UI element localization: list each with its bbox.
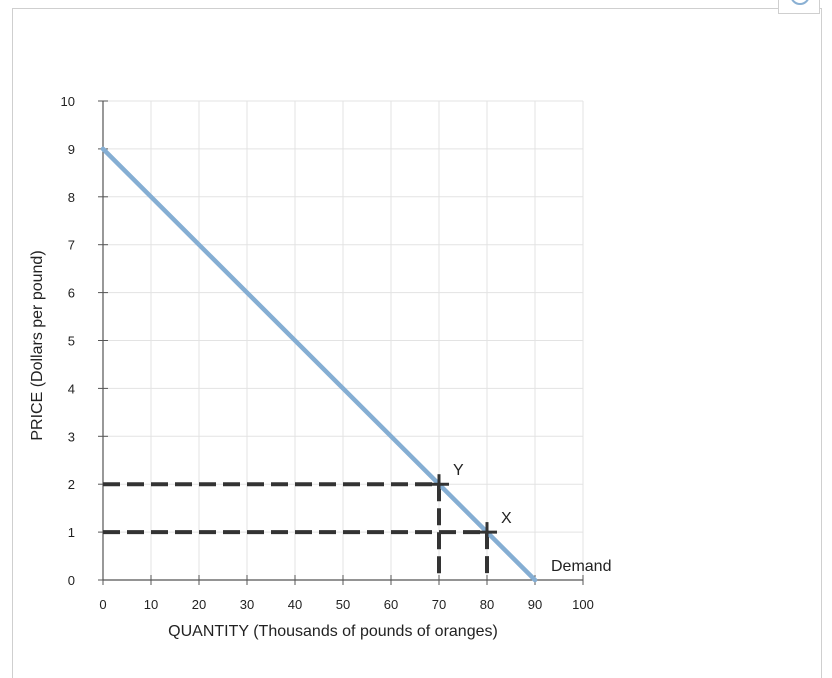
chart-panel (12, 0, 822, 678)
x-tick-label-40: 40 (288, 597, 302, 612)
x-tick-label-90: 90 (528, 597, 542, 612)
x-tick-label-100: 100 (572, 597, 594, 612)
x-tick-label-10: 10 (144, 597, 158, 612)
point-Y[interactable]: Y (429, 462, 464, 495)
y-tick-label-3: 3 (68, 429, 75, 444)
x-tick-label-60: 60 (384, 597, 398, 612)
x-axis-title: QUANTITY (Thousands of pounds of oranges… (168, 623, 498, 640)
y-tick-label-7: 7 (68, 238, 75, 253)
x-tick-label-0: 0 (99, 597, 106, 612)
demand-label: Demand (551, 558, 611, 575)
series: Demand (100, 146, 611, 583)
y-axis-title: PRICE (Dollars per pound) (29, 250, 46, 440)
points[interactable]: YX (429, 462, 512, 543)
point-label-Y: Y (453, 462, 464, 479)
y-axis-ticks: 0 1 2 3 4 5 6 7 8 9 10 (61, 94, 108, 588)
y-tick-label-10: 10 (61, 94, 75, 109)
x-tick-label-30: 30 (240, 597, 254, 612)
y-tick-label-1: 1 (68, 525, 75, 540)
help-widget[interactable] (778, 0, 820, 14)
y-tick-label-6: 6 (68, 286, 75, 301)
x-tick-label-70: 70 (432, 597, 446, 612)
y-tick-label-0: 0 (68, 573, 75, 588)
y-tick-label-2: 2 (68, 477, 75, 492)
x-axis-ticks: 0 10 20 30 40 50 60 70 80 90 100 (99, 575, 594, 612)
y-tick-label-4: 4 (68, 381, 75, 396)
point-X[interactable]: X (477, 510, 512, 543)
y-tick-label-9: 9 (68, 142, 75, 157)
x-tick-label-50: 50 (336, 597, 350, 612)
point-label-X: X (501, 510, 512, 527)
grid (103, 100, 584, 580)
x-tick-label-80: 80 (480, 597, 494, 612)
y-tick-label-8: 8 (68, 190, 75, 205)
demand-line (100, 146, 538, 583)
x-tick-label-20: 20 (192, 597, 206, 612)
y-tick-label-5: 5 (68, 334, 75, 349)
